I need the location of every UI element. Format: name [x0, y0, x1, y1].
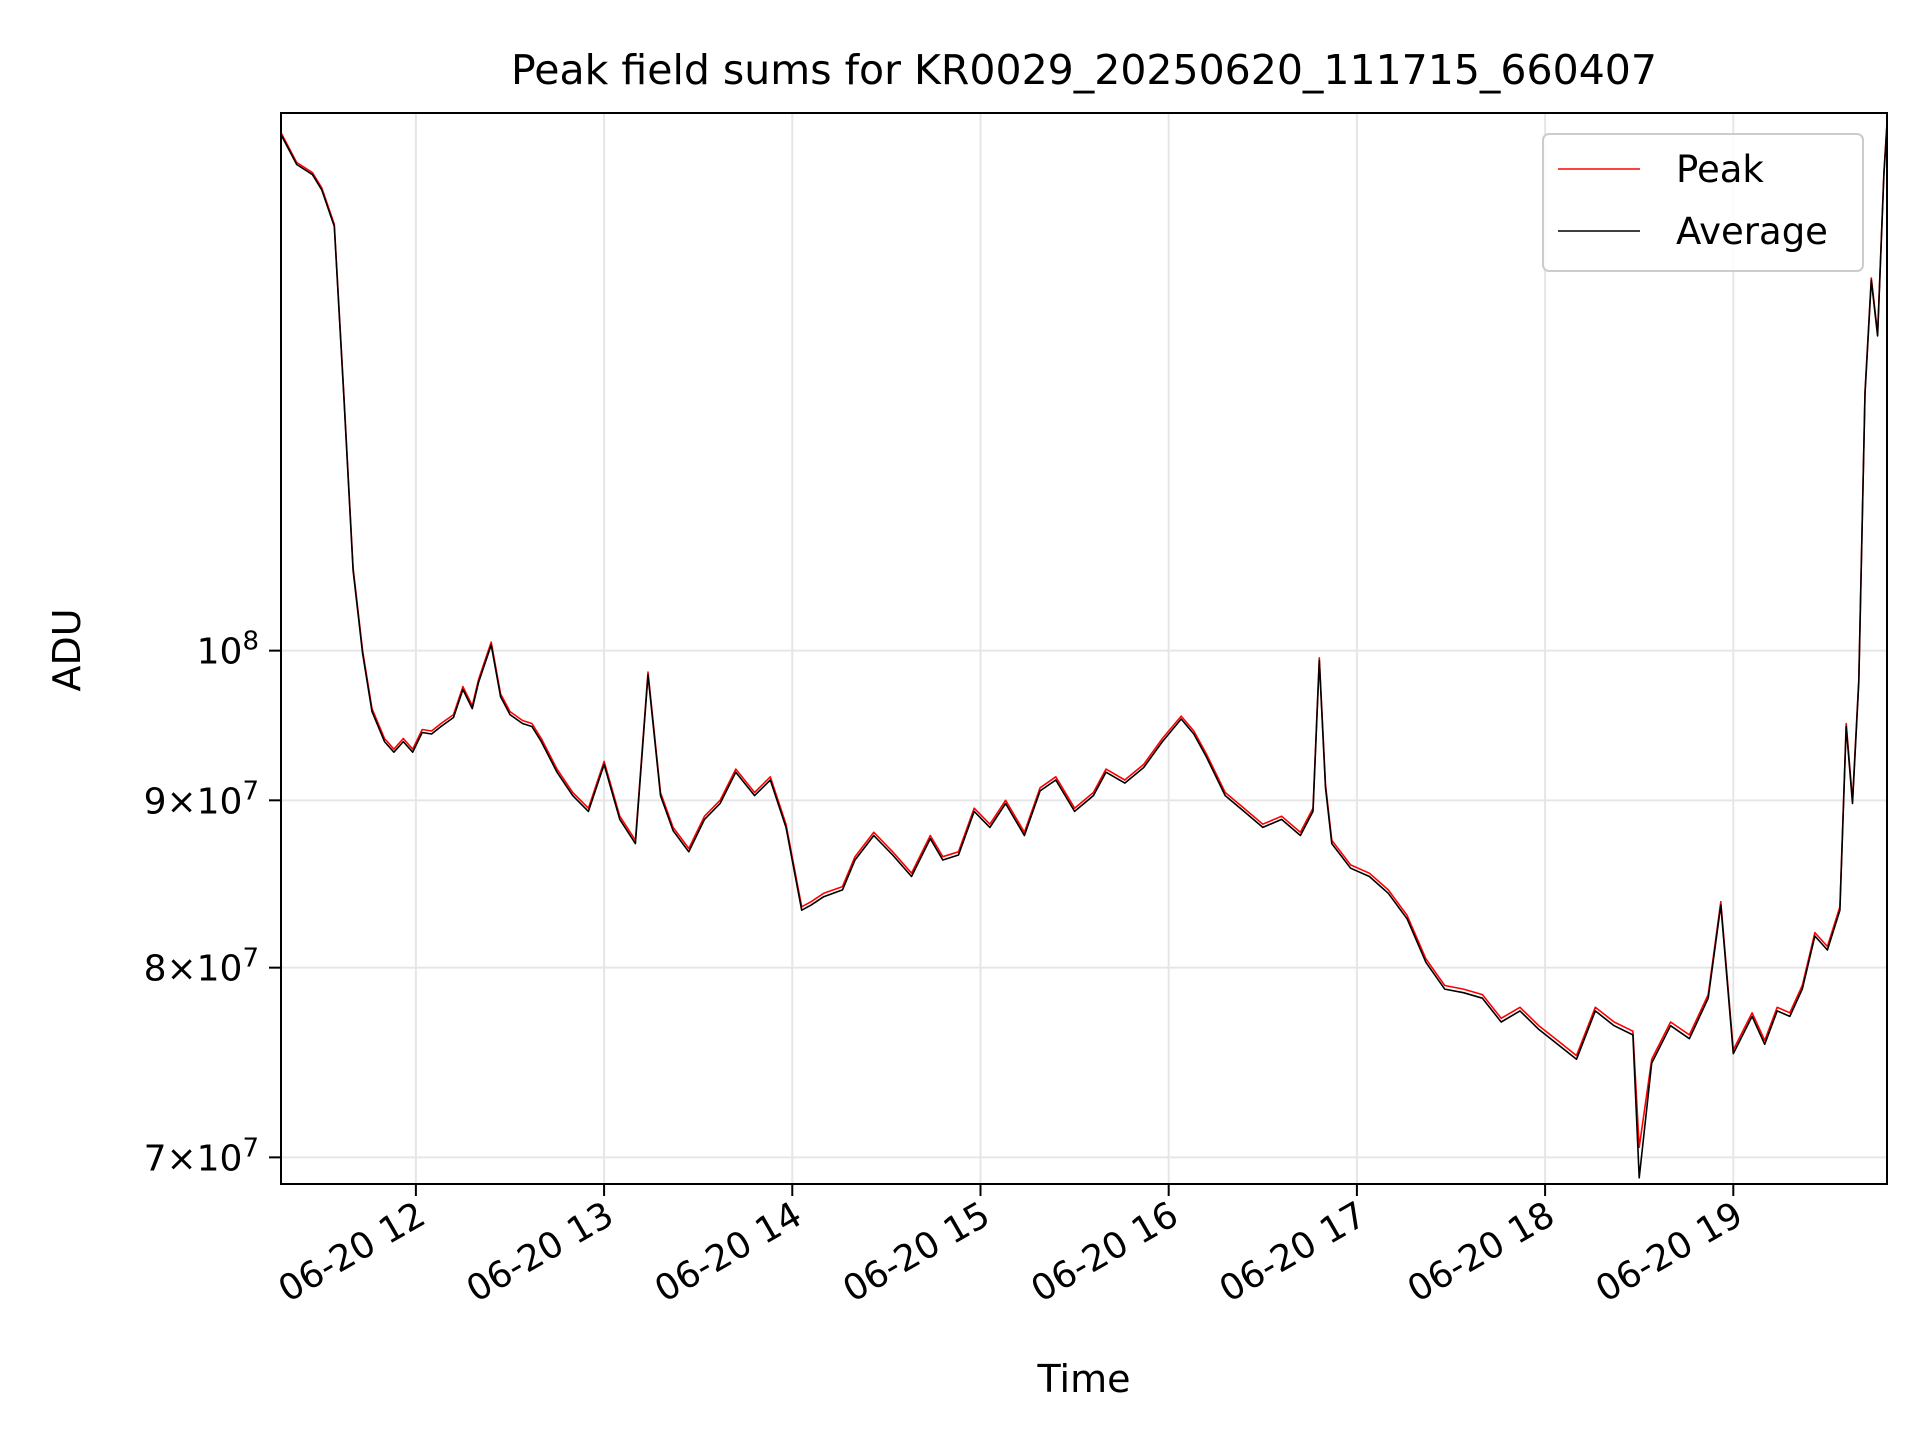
x-axis-label: Time — [1037, 1357, 1131, 1401]
y-tick-label: 9×107 — [144, 776, 259, 822]
legend-label-average: Average — [1676, 210, 1828, 253]
axes-frame — [280, 112, 1888, 1185]
y-tick-label: 7×107 — [144, 1133, 259, 1179]
y-axis-label: ADU — [45, 608, 89, 691]
series-line-peak — [280, 122, 1888, 1149]
legend-label-peak: Peak — [1676, 148, 1764, 191]
series-line-average — [280, 124, 1888, 1179]
chart-title: Peak field sums for KR0029_20250620_1117… — [511, 46, 1657, 94]
y-tick-label: 8×107 — [144, 944, 259, 990]
plot-area — [280, 122, 1888, 1179]
legend: Peak Average — [1542, 133, 1864, 272]
